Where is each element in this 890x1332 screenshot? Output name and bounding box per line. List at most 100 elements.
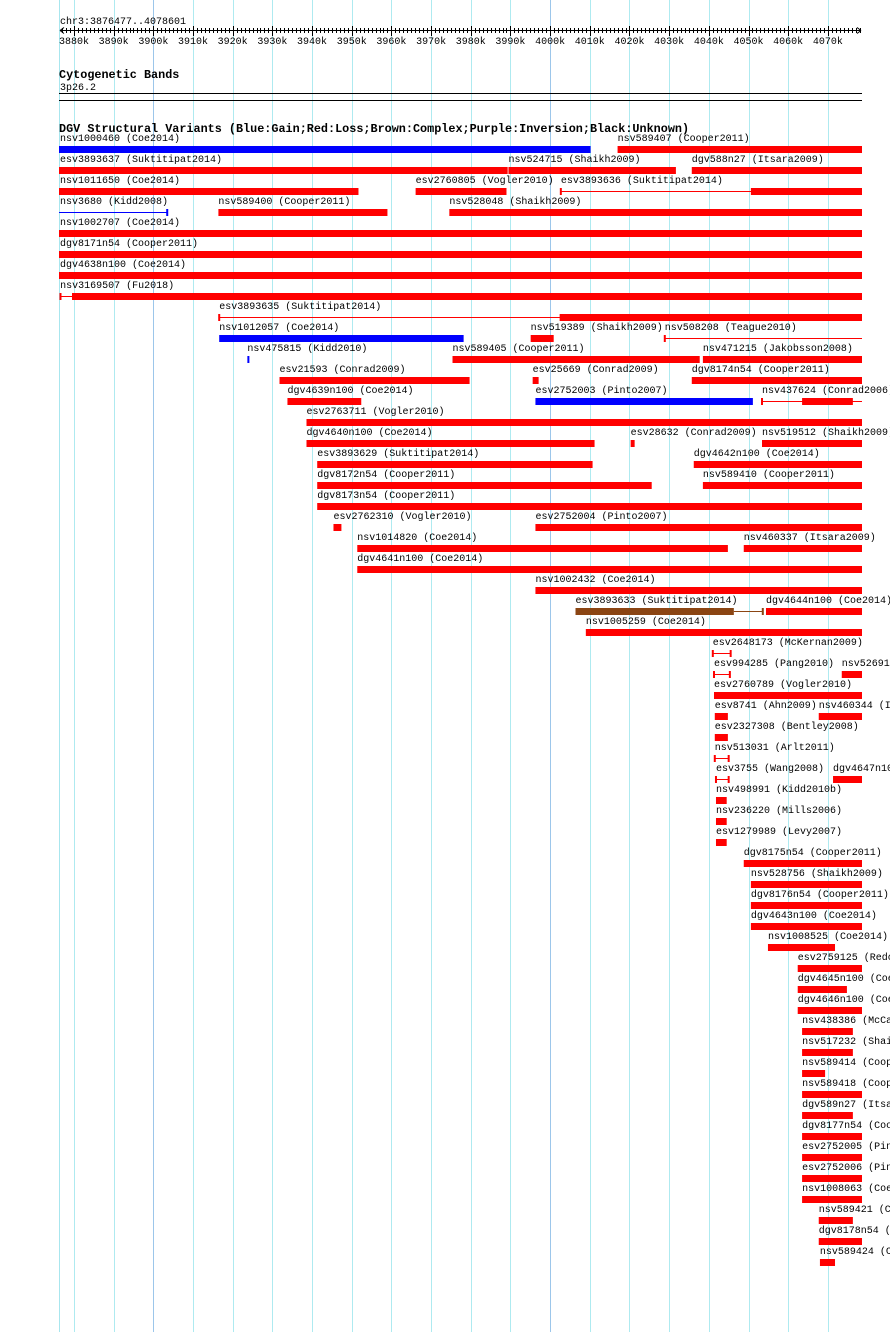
variant-feature[interactable]: nsv1011650 (Coe2014) — [59, 175, 359, 195]
variant-label[interactable]: esv3893629 (Suktitipat2014) — [317, 448, 479, 460]
variant-label[interactable]: esv2752005 (Pin — [802, 1141, 890, 1153]
variant-label[interactable]: nsv1012057 (Coe2014) — [219, 322, 339, 334]
variant-label[interactable]: dgv4644n100 (Coe2014) — [766, 595, 890, 607]
variant-label[interactable]: nsv498991 (Kidd2010b) — [716, 784, 842, 796]
variant-label[interactable]: esv28632 (Conrad2009) — [631, 427, 757, 439]
variant-label[interactable]: esv2752006 (Pin — [802, 1162, 890, 1174]
variant-bar[interactable] — [535, 587, 862, 594]
variant-bar[interactable] — [750, 902, 862, 909]
variant-bar[interactable] — [317, 482, 652, 489]
variant-label[interactable]: esv2759125 (Redo — [798, 952, 890, 964]
variant-label[interactable]: nsv1002707 (Coe2014) — [60, 217, 180, 229]
variant-label[interactable]: esv2763711 (Vogler2010) — [306, 406, 444, 418]
variant-bar[interactable] — [802, 1112, 853, 1119]
variant-label[interactable]: nsv460337 (Itsara2009) — [744, 532, 876, 544]
variant-bar[interactable] — [71, 293, 862, 300]
variant-feature[interactable]: nsv437624 (Conrad2006) — [761, 385, 890, 405]
variant-feature[interactable]: nsv1014820 (Coe2014) — [357, 532, 728, 552]
variant-bar[interactable] — [287, 398, 362, 405]
variant-feature[interactable]: nsv498991 (Kidd2010b) — [715, 784, 842, 804]
variant-bar[interactable] — [802, 1196, 862, 1203]
variant-bar[interactable] — [59, 251, 862, 258]
variant-label[interactable]: nsv589418 (Coop — [802, 1078, 890, 1090]
variant-label[interactable]: nsv1008525 (Coe2014) — [768, 931, 888, 943]
variant-feature[interactable]: esv2752004 (Pinto2007) — [535, 511, 862, 531]
variant-feature[interactable]: nsv528756 (Shaikh2009) — [750, 868, 883, 888]
variant-bar[interactable] — [508, 167, 676, 174]
variant-label[interactable]: nsv438386 (McCa — [802, 1015, 890, 1027]
variant-bar[interactable] — [818, 1238, 862, 1245]
variant-bar[interactable] — [59, 146, 591, 153]
variant-feature[interactable]: dgv4642n100 (Coe2014) — [693, 448, 862, 468]
variant-feature[interactable]: dgv4643n100 (Coe2014) — [750, 910, 877, 930]
variant-label[interactable]: nsv517232 (Shai — [802, 1036, 890, 1048]
variant-feature[interactable]: dgv589n27 (Itsa — [802, 1099, 890, 1119]
variant-bar[interactable] — [317, 503, 862, 510]
variant-label[interactable]: dgv4643n100 (Coe2014) — [751, 910, 877, 922]
variant-feature[interactable]: esv2760805 (Vogler2010) — [415, 175, 554, 195]
variant-label[interactable]: nsv1011650 (Coe2014) — [60, 175, 180, 187]
variant-feature[interactable]: nsv1012057 (Coe2014) — [219, 322, 464, 342]
variant-feature[interactable]: dgv4644n100 (Coe2014) — [765, 595, 890, 615]
variant-bar[interactable] — [691, 377, 862, 384]
variant-bar[interactable] — [802, 1133, 862, 1140]
variant-feature[interactable]: dgv8175n54 (Cooper2011) — [743, 847, 882, 867]
variant-feature[interactable]: dgv4639n100 (Coe2014) — [287, 385, 413, 405]
variant-bar[interactable] — [306, 419, 862, 426]
variant-label[interactable]: esv2752004 (Pinto2007) — [535, 511, 667, 523]
variant-feature[interactable]: nsv460337 (Itsara2009) — [743, 532, 876, 552]
variant-label[interactable]: nsv1002432 (Coe2014) — [535, 574, 655, 586]
variant-feature[interactable]: esv3893637 (Suktitipat2014) — [59, 154, 508, 174]
variant-bar[interactable] — [415, 188, 507, 195]
variant-bar[interactable] — [535, 398, 753, 405]
variant-feature[interactable]: dgv8173n54 (Cooper2011) — [317, 490, 862, 510]
variant-bar[interactable] — [750, 881, 862, 888]
variant-label[interactable]: dgv588n27 (Itsara2009) — [692, 154, 824, 166]
variant-label[interactable]: nsv589410 (Cooper2011) — [703, 469, 835, 481]
variant-bar[interactable] — [802, 1154, 862, 1161]
variant-label[interactable]: nsv3680 (Kidd2008) — [60, 196, 168, 208]
variant-label[interactable]: esv2648173 (McKernan2009) — [713, 637, 863, 649]
variant-bar[interactable] — [530, 335, 554, 342]
variant-bar[interactable] — [333, 524, 342, 531]
variant-bar[interactable] — [802, 1028, 853, 1035]
variant-label[interactable]: dgv4638n100 (Coe2014) — [60, 259, 186, 271]
variant-bar[interactable] — [802, 1175, 862, 1182]
variant-feature[interactable]: nsv589400 (Cooper2011) — [218, 196, 388, 216]
variant-feature[interactable]: nsv3169507 (Fu2018) — [59, 280, 862, 300]
variant-feature[interactable]: esv3893633 (Suktitipat2014) — [575, 595, 764, 615]
variant-label[interactable]: dgv8178n54 ( — [819, 1225, 890, 1237]
variant-feature[interactable]: nsv475815 (Kidd2010) — [247, 343, 367, 363]
variant-bar[interactable] — [819, 1259, 836, 1266]
variant-feature[interactable]: dgv8171n54 (Cooper2011) — [59, 238, 862, 258]
variant-label[interactable]: dgv8177n54 (Coo — [802, 1120, 890, 1132]
variant-feature[interactable]: nsv3680 (Kidd2008) — [59, 196, 169, 216]
variant-feature[interactable]: nsv589418 (Coop — [802, 1078, 890, 1098]
variant-bar[interactable] — [449, 209, 862, 216]
variant-feature[interactable]: esv2752003 (Pinto2007) — [535, 385, 753, 405]
variant-label[interactable]: nsv526910 — [842, 659, 890, 670]
variant-feature[interactable]: esv994285 (Pang2010) — [712, 658, 834, 678]
variant-feature[interactable]: nsv519512 (Shaikh2009) — [762, 427, 890, 447]
variant-label[interactable]: nsv1005259 (Coe2014) — [586, 616, 706, 628]
variant-label[interactable]: nsv589414 (Coop — [802, 1057, 890, 1069]
variant-bar[interactable] — [802, 1070, 826, 1077]
variant-label[interactable]: nsv460344 (I — [819, 700, 890, 712]
variant-feature[interactable]: esv2648173 (McKernan2009) — [711, 637, 863, 657]
variant-label[interactable]: nsv589421 (C — [819, 1204, 890, 1216]
variant-feature[interactable]: nsv1002707 (Coe2014) — [59, 217, 862, 237]
variant-label[interactable]: nsv589405 (Cooper2011) — [453, 343, 585, 355]
variant-bar[interactable] — [535, 524, 862, 531]
variant-label[interactable]: dgv8176n54 (Cooper2011) — [751, 889, 889, 901]
variant-feature[interactable]: dgv4638n100 (Coe2014) — [59, 259, 862, 279]
variant-label[interactable]: dgv4647n10 — [833, 763, 890, 775]
variant-label[interactable]: nsv519512 (Shaikh2009) — [762, 427, 890, 439]
variant-feature[interactable]: esv3893629 (Suktitipat2014) — [317, 448, 593, 468]
variant-feature[interactable]: nsv589424 (C — [819, 1246, 890, 1266]
variant-feature[interactable]: esv8741 (Ahn2009) — [714, 700, 817, 720]
variant-bar[interactable] — [59, 230, 862, 237]
variant-feature[interactable]: nsv524715 (Shaikh2009) — [508, 154, 676, 174]
variant-feature[interactable]: esv2327308 (Bentley2008) — [714, 721, 859, 741]
variant-bar[interactable] — [357, 566, 862, 573]
variant-label[interactable]: nsv528048 (Shaikh2009) — [449, 196, 581, 208]
